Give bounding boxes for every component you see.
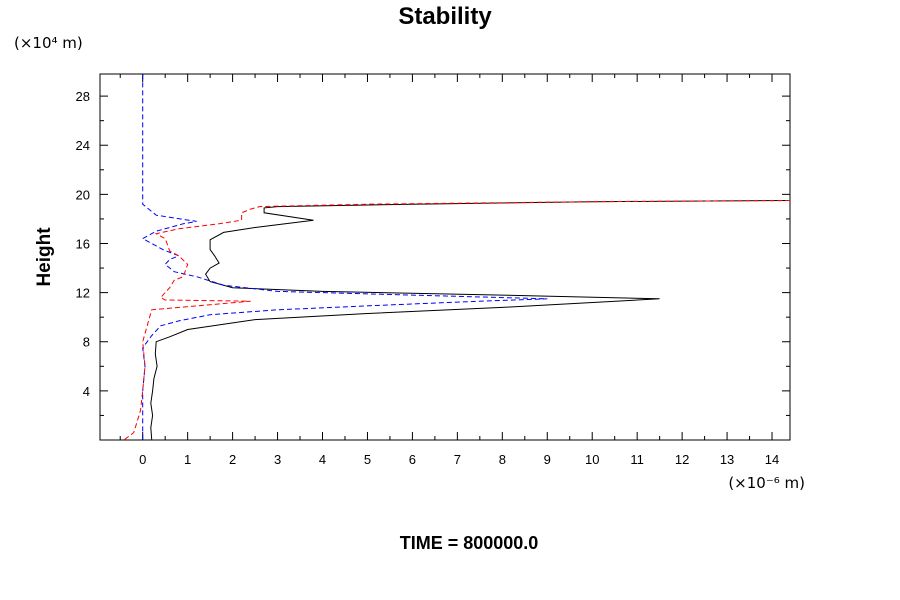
y-tick-label: 28 [76,89,90,104]
x-tick-label: 8 [499,452,506,467]
y-unit-label: (×10⁴ m) [14,34,83,52]
x-unit-label: (×10⁻⁶ m) [728,474,805,492]
x-tick-label: 12 [675,452,689,467]
data-series [124,74,791,440]
y-tick-label: 20 [76,187,90,202]
x-tick-label: 4 [319,452,326,467]
x-tick-label: 6 [409,452,416,467]
x-tick-label: 14 [765,452,779,467]
y-tick-label: 4 [83,384,90,399]
y-axis-label: Height [34,227,55,287]
x-tick-label: 3 [274,452,281,467]
time-footer: TIME = 800000.0 [400,533,539,553]
y-tick-label: 12 [76,286,90,301]
x-tick-label: 13 [720,452,734,467]
x-tick-label: 2 [229,452,236,467]
y-tick-label: 8 [83,335,90,350]
y-tick-labels: 4 8 12 16 20 24 28 [76,89,90,399]
x-tick-label: 7 [454,452,461,467]
x-tick-label: 9 [544,452,551,467]
series-line-3 [124,200,791,440]
series-line-2 [141,74,548,440]
x-tick-label: 1 [184,452,191,467]
y-tick-label: 24 [76,138,90,153]
x-tick-label: 11 [630,452,644,467]
x-tick-label: 0 [139,452,146,467]
axis-ticks [100,74,790,440]
y-tick-label: 16 [76,236,90,251]
x-tick-label: 10 [585,452,599,467]
chart-title: Stability [398,3,492,30]
x-tick-labels: 0 1 2 3 4 5 6 7 8 9 10 11 12 13 14 [139,452,779,467]
x-tick-label: 5 [364,452,371,467]
plot-frame [99,73,791,441]
series-line-1 [150,200,791,440]
